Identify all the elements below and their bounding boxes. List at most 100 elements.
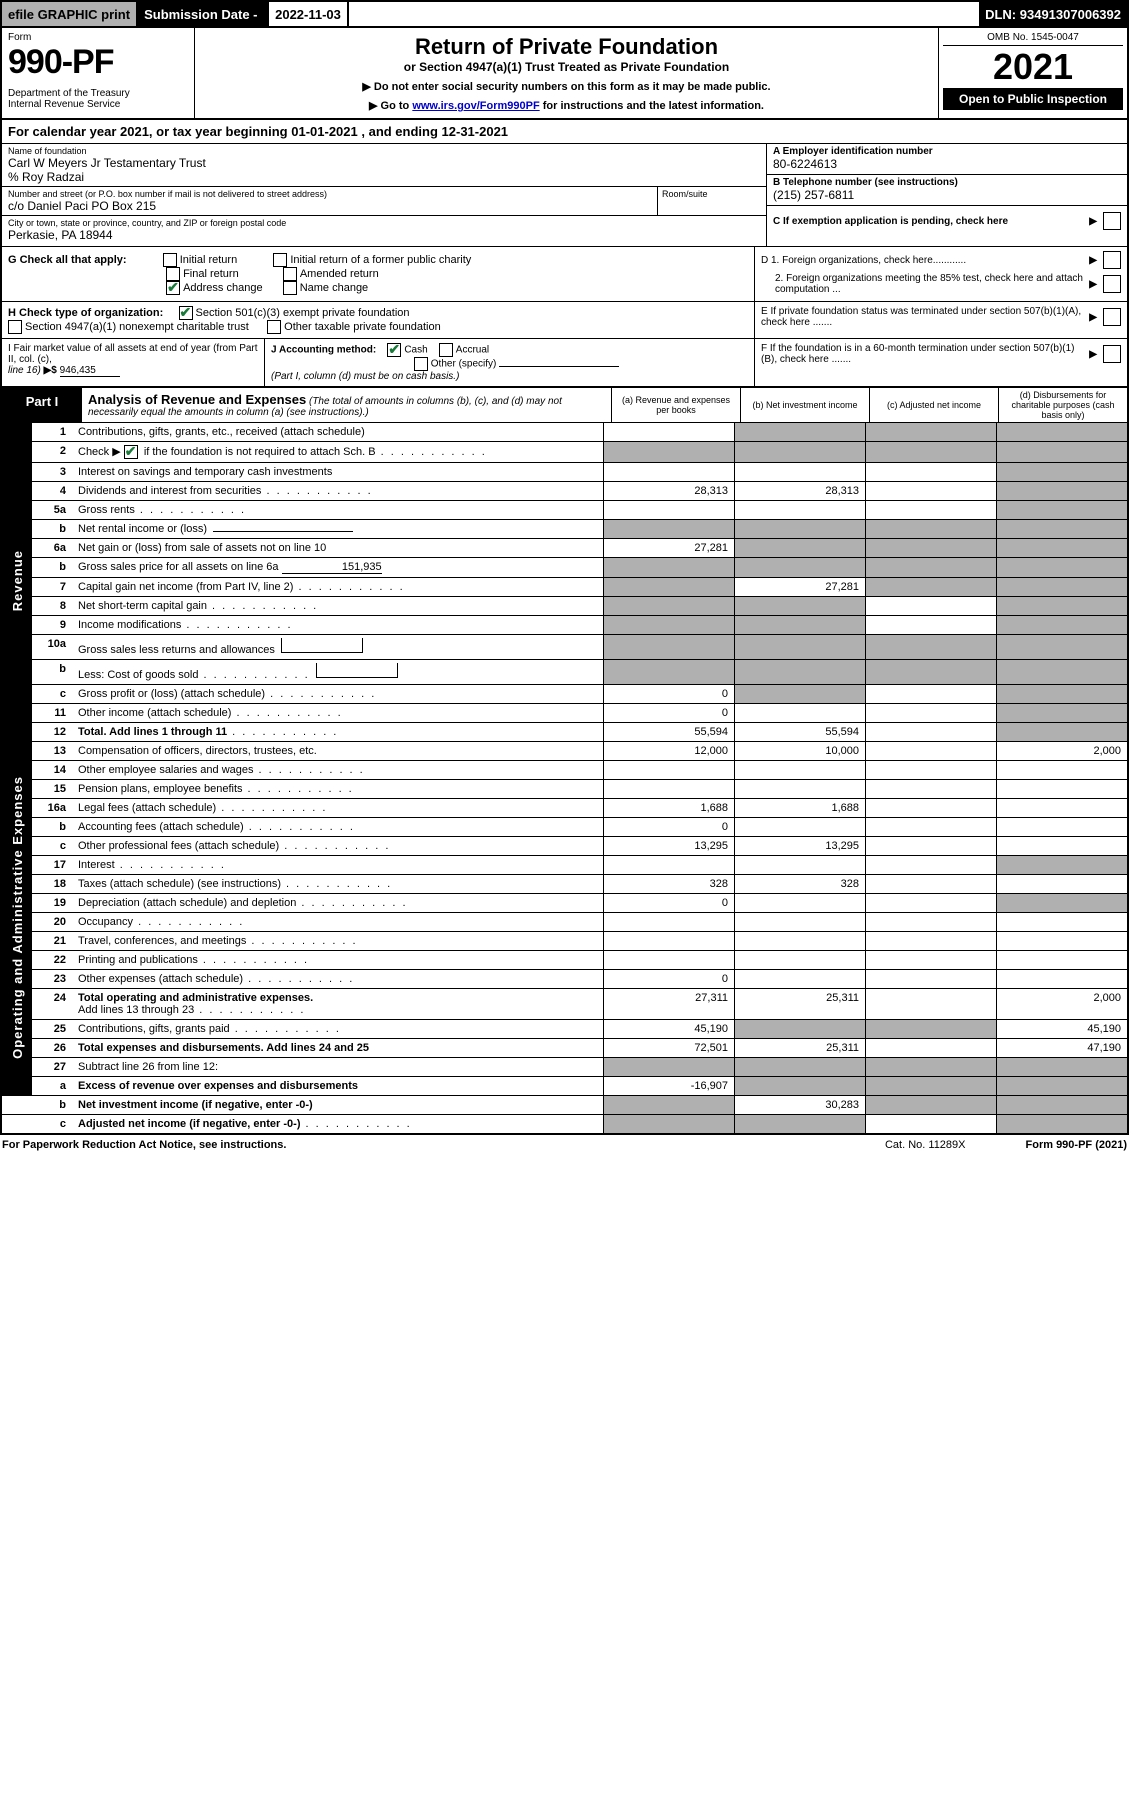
cb-cash[interactable] xyxy=(387,343,401,357)
arrow-icon: ▶ xyxy=(1089,255,1097,266)
footer-left: For Paperwork Reduction Act Notice, see … xyxy=(2,1139,286,1151)
lbl-initial: Initial return xyxy=(180,254,237,266)
efile-tag: efile GRAPHIC print xyxy=(2,2,138,26)
part1-tag: Part I xyxy=(2,388,82,422)
line-27b: bNet investment income (if negative, ent… xyxy=(1,1096,1128,1115)
cb-amended[interactable] xyxy=(283,267,297,281)
i-line-ref: line 16) xyxy=(8,365,41,376)
cb-other-taxable[interactable] xyxy=(267,320,281,334)
irs-link[interactable]: www.irs.gov/Form990PF xyxy=(412,100,539,112)
identity-right: A Employer identification number 80-6224… xyxy=(766,144,1127,246)
part1-header: Part I Analysis of Revenue and Expenses … xyxy=(0,388,1129,423)
identity-left: Name of foundation Carl W Meyers Jr Test… xyxy=(2,144,766,246)
form-number: 990-PF xyxy=(8,43,188,82)
open-public-badge: Open to Public Inspection xyxy=(943,88,1123,110)
calyear-begin: 01-01-2021 xyxy=(291,124,358,139)
cb-accrual[interactable] xyxy=(439,343,453,357)
line-6a: 6aNet gain or (loss) from sale of assets… xyxy=(1,539,1128,558)
dln-value: 93491307006392 xyxy=(1020,7,1121,22)
lbl-other-taxable: Other taxable private foundation xyxy=(284,321,441,333)
line-13: Operating and Administrative Expenses 13… xyxy=(1,742,1128,761)
arrow-icon: ▶ xyxy=(1089,279,1097,290)
header-note-link: ▶ Go to www.irs.gov/Form990PF for instru… xyxy=(201,99,932,112)
line-18: 18Taxes (attach schedule) (see instructi… xyxy=(1,875,1128,894)
cb-e[interactable] xyxy=(1103,308,1121,326)
room-suite: Room/suite xyxy=(657,187,766,215)
line-22: 22Printing and publications xyxy=(1,951,1128,970)
cb-other-method[interactable] xyxy=(414,357,428,371)
line-3: 3Interest on savings and temporary cash … xyxy=(1,463,1128,482)
line-27c: cAdjusted net income (if negative, enter… xyxy=(1,1115,1128,1135)
section-h: H Check type of organization: Section 50… xyxy=(0,302,1129,339)
calyear-pre: For calendar year 2021, or tax year begi… xyxy=(8,124,291,139)
lbl-name-change: Name change xyxy=(300,282,369,294)
calendar-year-row: For calendar year 2021, or tax year begi… xyxy=(0,120,1129,144)
col-a-header: (a) Revenue and expenses per books xyxy=(612,388,741,422)
fmv-value: 946,435 xyxy=(60,365,120,377)
form-header: Form 990-PF Department of the Treasury I… xyxy=(0,28,1129,120)
phone-value: (215) 257-6811 xyxy=(773,188,1121,202)
form-word: Form xyxy=(8,32,188,43)
cb-501c3[interactable] xyxy=(179,306,193,320)
cb-d1[interactable] xyxy=(1103,251,1121,269)
exemption-label: C If exemption application is pending, c… xyxy=(773,216,1089,227)
tax-year: 2021 xyxy=(943,46,1123,88)
section-i: I Fair market value of all assets at end… xyxy=(2,339,265,386)
calyear-end: 12-31-2021 xyxy=(442,124,509,139)
line-15: 15Pension plans, employee benefits xyxy=(1,780,1128,799)
cb-d2[interactable] xyxy=(1103,275,1121,293)
omb-number: OMB No. 1545-0047 xyxy=(943,32,1123,46)
cb-sch-b[interactable] xyxy=(124,445,138,459)
line-14: 14Other employee salaries and wages xyxy=(1,761,1128,780)
line-7: 7Capital gain net income (from Part IV, … xyxy=(1,578,1128,597)
top-bar: efile GRAPHIC print Submission Date - 20… xyxy=(0,0,1129,28)
address-row: Number and street (or P.O. box number if… xyxy=(2,187,766,216)
cb-4947[interactable] xyxy=(8,320,22,334)
dept-line2: Internal Revenue Service xyxy=(8,99,120,110)
form-subtitle: or Section 4947(a)(1) Trust Treated as P… xyxy=(201,60,932,74)
room-label: Room/suite xyxy=(662,189,708,199)
expenses-vlabel: Operating and Administrative Expenses xyxy=(1,742,32,1096)
phone-row: B Telephone number (see instructions) (2… xyxy=(767,175,1127,206)
city-row: City or town, state or province, country… xyxy=(2,216,766,246)
line-24: 24Total operating and administrative exp… xyxy=(1,989,1128,1020)
other-specify-line xyxy=(499,366,619,367)
d2-label: 2. Foreign organizations meeting the 85%… xyxy=(761,273,1089,295)
footer-catno: Cat. No. 11289X xyxy=(885,1139,966,1151)
line-2: 2 Check ▶ if the foundation is not requi… xyxy=(1,442,1128,463)
g-label: G Check all that apply: xyxy=(8,254,127,266)
cb-f[interactable] xyxy=(1103,345,1121,363)
identity-block: Name of foundation Carl W Meyers Jr Test… xyxy=(0,144,1129,247)
exemption-checkbox[interactable] xyxy=(1103,212,1121,230)
header-note-ssn: ▶ Do not enter social security numbers o… xyxy=(201,80,932,93)
lbl-amended: Amended return xyxy=(300,268,379,280)
l2-post: if the foundation is not required to att… xyxy=(141,446,376,458)
line-10c: cGross profit or (loss) (attach schedule… xyxy=(1,685,1128,704)
cb-initial-return[interactable] xyxy=(163,253,177,267)
cb-initial-former[interactable] xyxy=(273,253,287,267)
name-label: Name of foundation xyxy=(8,146,760,156)
line-25: 25Contributions, gifts, grants paid45,19… xyxy=(1,1020,1128,1039)
line-5b: bNet rental income or (loss) xyxy=(1,520,1128,539)
arrow-icon: ▶ xyxy=(1089,216,1097,227)
header-center: Return of Private Foundation or Section … xyxy=(195,28,938,118)
foundation-name-row: Name of foundation Carl W Meyers Jr Test… xyxy=(2,144,766,187)
city-label: City or town, state or province, country… xyxy=(8,218,760,228)
i-arrow: ▶$ xyxy=(44,365,57,376)
line-17: 17Interest xyxy=(1,856,1128,875)
cb-address-change[interactable] xyxy=(166,281,180,295)
line-27a: aExcess of revenue over expenses and dis… xyxy=(1,1077,1128,1096)
cb-name-change[interactable] xyxy=(283,281,297,295)
f-label: F If the foundation is in a 60-month ter… xyxy=(761,343,1089,365)
arrow-icon: ▶ xyxy=(1089,349,1097,360)
dln-label: DLN: xyxy=(985,7,1016,22)
line-11: 11Other income (attach schedule)0 xyxy=(1,704,1128,723)
section-g-left: G Check all that apply: Initial return I… xyxy=(2,247,754,301)
line-10a: 10aGross sales less returns and allowanc… xyxy=(1,635,1128,660)
lbl-cash: Cash xyxy=(404,345,427,356)
j-note: (Part I, column (d) must be on cash basi… xyxy=(271,371,459,382)
calyear-mid: , and ending xyxy=(361,124,441,139)
line-12: 12Total. Add lines 1 through 1155,59455,… xyxy=(1,723,1128,742)
footer-right: Form Form 990-PF (2021)990-PF (2021) xyxy=(1026,1139,1128,1151)
part1-title-cell: Analysis of Revenue and Expenses (The to… xyxy=(82,388,612,422)
